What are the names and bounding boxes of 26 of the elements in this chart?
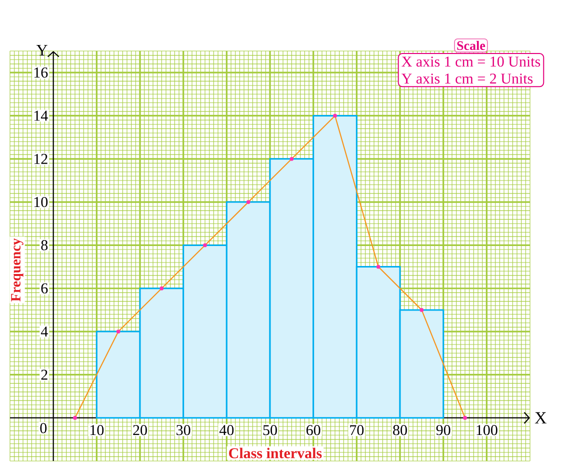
annotation: 0 <box>40 423 47 434</box>
y-tick-label: 10 <box>34 196 48 208</box>
x-tick-label: 10 <box>90 425 104 436</box>
x-tick-label: 20 <box>133 425 147 436</box>
x-tick-label: 40 <box>219 425 234 436</box>
annotation: Y <box>36 44 48 56</box>
y-tick-label: 2 <box>41 370 48 380</box>
y-tick-label: 8 <box>41 240 48 250</box>
annotation: Y axis 1 cm = 2 Units <box>402 74 533 84</box>
x-tick-label: 70 <box>350 425 364 436</box>
y-axis-title: Frequency <box>11 238 24 302</box>
x-axis-title: Class intervals <box>229 448 322 458</box>
x-tick-label: 60 <box>306 425 320 436</box>
annotation: X axis 1 cm = 10 Units <box>402 56 540 67</box>
x-tick-label: 90 <box>436 425 450 436</box>
y-tick-label: 16 <box>34 68 48 78</box>
y-tick-label: 6 <box>41 283 48 294</box>
text: Scale <box>457 40 486 50</box>
x-tick-label: 100 <box>476 425 498 436</box>
y-tick-label: 12 <box>34 154 48 164</box>
text: X <box>534 412 546 424</box>
x-tick-label: 30 <box>176 425 190 436</box>
x-tick-label: 50 <box>263 425 277 436</box>
y-tick-label: 4 <box>40 326 48 336</box>
y-tick-label: 14 <box>34 110 48 121</box>
x-tick-label: 80 <box>393 425 407 436</box>
